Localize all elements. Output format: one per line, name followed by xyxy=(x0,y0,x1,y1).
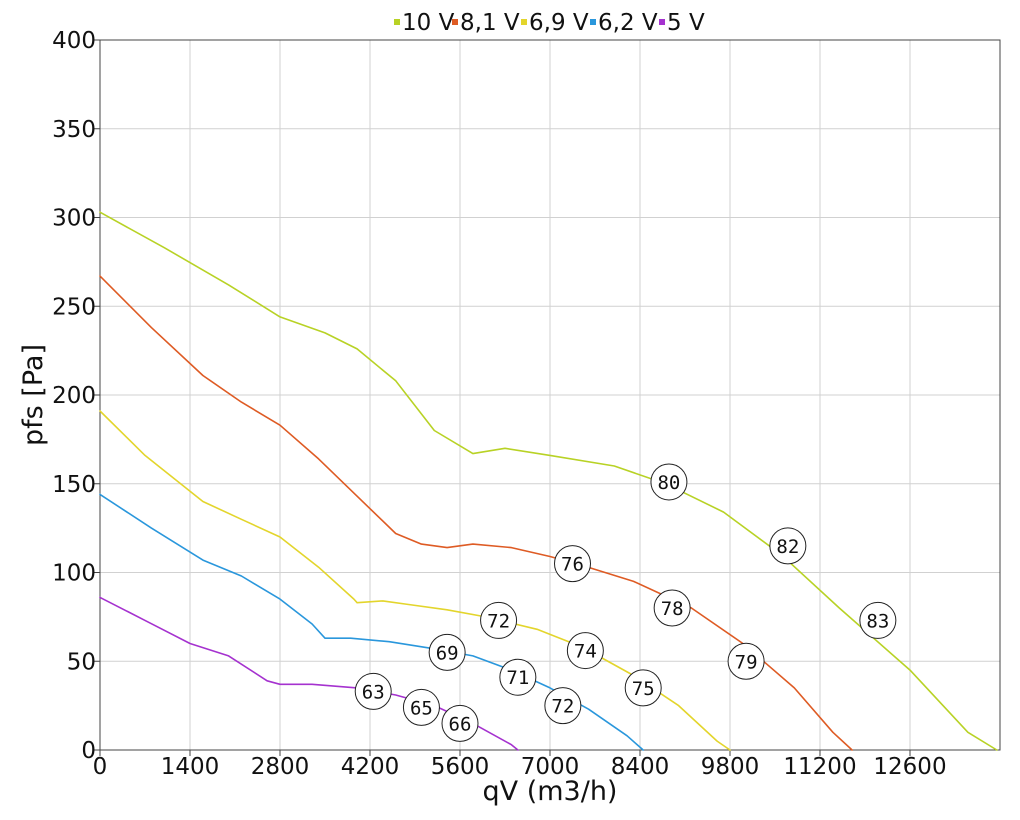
y-tick-label: 100 xyxy=(52,561,96,587)
point-label-text: 66 xyxy=(449,713,472,735)
point-label-text: 69 xyxy=(436,642,459,664)
x-tick-label: 2800 xyxy=(251,754,310,780)
y-tick-label: 400 xyxy=(52,28,96,54)
legend-swatch xyxy=(521,19,527,25)
point-label-text: 72 xyxy=(487,610,510,632)
point-label-text: 78 xyxy=(661,598,684,620)
x-tick-label: 1400 xyxy=(161,754,220,780)
point-label: 83 xyxy=(859,601,897,639)
point-label-text: 80 xyxy=(657,472,680,494)
point-label: 66 xyxy=(441,704,479,742)
x-tick-label: 11200 xyxy=(783,754,856,780)
legend-item: 10 V xyxy=(394,10,455,36)
point-label-circle xyxy=(354,672,392,710)
point-label-circle xyxy=(653,589,691,627)
x-tick-label: 4200 xyxy=(341,754,400,780)
point-label-circle xyxy=(554,545,591,583)
point-label: 72 xyxy=(544,687,582,725)
legend-item: 5 V xyxy=(659,10,705,36)
point-label-circle xyxy=(402,688,440,726)
legend-label: 10 V xyxy=(402,10,455,36)
point-label-circle xyxy=(499,658,537,696)
point-label-text: 71 xyxy=(506,667,529,689)
x-tick-label: 7000 xyxy=(521,754,580,780)
point-label-text: 63 xyxy=(362,681,385,703)
point-label: 72 xyxy=(480,601,518,639)
series-line-1 xyxy=(99,211,998,751)
legend-item: 6,2 V xyxy=(590,10,658,36)
x-tick-label: 0 xyxy=(93,754,108,780)
axes: 0 1400 2800 4200 5600 7000 8400 9800 11200 12600 0… xyxy=(18,28,1001,807)
point-label-circle xyxy=(769,527,807,565)
y-tick-label: 200 xyxy=(52,383,96,409)
legend-swatch xyxy=(590,19,596,25)
point-label-circle xyxy=(650,463,688,501)
x-axis-title: qV (m3/h) xyxy=(483,776,618,807)
legend-item: 6,9 V xyxy=(521,10,589,36)
x-tick-label: 9800 xyxy=(701,754,760,780)
point-label-text: 76 xyxy=(561,554,584,576)
point-labels: 80 82 83 76 78 79 72 74 75 69 71 72 63 65 66 xyxy=(354,463,897,742)
legend-item: 8,1 V xyxy=(452,10,520,36)
point-label-circle xyxy=(544,687,582,725)
point-label-circle xyxy=(566,632,604,670)
x-tick-label: 5600 xyxy=(431,754,490,780)
point-label-text: 74 xyxy=(574,641,597,663)
y-tick-label: 150 xyxy=(52,472,96,498)
point-label-circle xyxy=(727,642,765,680)
y-tick-label: 0 xyxy=(81,738,96,764)
point-label-circle xyxy=(441,704,479,742)
point-label: 65 xyxy=(402,688,440,726)
x-tick-label: 8400 xyxy=(611,754,670,780)
series-line-2 xyxy=(99,275,853,751)
point-label: 63 xyxy=(354,672,392,710)
legend-label: 6,2 V xyxy=(598,10,658,36)
y-axis-title: pfs [Pa] xyxy=(18,344,49,446)
point-label: 75 xyxy=(624,669,662,707)
point-label-text: 83 xyxy=(866,610,889,632)
point-label-circle xyxy=(428,633,466,671)
legend-swatch xyxy=(659,19,665,25)
legend-label: 8,1 V xyxy=(460,10,520,36)
point-label-text: 79 xyxy=(735,651,758,673)
legend: 10 V 8,1 V 6,9 V 6,2 V 5 V xyxy=(394,10,705,36)
y-tick-label: 300 xyxy=(52,206,96,232)
point-label: 71 xyxy=(499,658,537,696)
point-label: 74 xyxy=(566,632,604,670)
y-tick-label: 50 xyxy=(67,649,96,675)
legend-label: 5 V xyxy=(667,10,705,36)
point-label: 79 xyxy=(727,642,765,680)
point-label: 78 xyxy=(653,589,691,627)
legend-swatch xyxy=(452,19,458,25)
point-label-text: 65 xyxy=(410,697,433,719)
point-label: 82 xyxy=(769,527,807,565)
point-label: 69 xyxy=(428,633,466,671)
point-label-circle xyxy=(859,601,897,639)
x-tick-label: 12600 xyxy=(873,754,946,780)
point-label-text: 75 xyxy=(632,678,655,700)
legend-label: 6,9 V xyxy=(529,10,589,36)
point-label-text: 72 xyxy=(551,696,574,718)
legend-swatch xyxy=(394,19,400,25)
grid xyxy=(99,39,1000,751)
point-label-circle xyxy=(480,601,518,639)
y-tick-label: 250 xyxy=(52,294,96,320)
series xyxy=(99,211,998,751)
y-tick-label: 350 xyxy=(52,117,96,143)
point-label: 80 xyxy=(650,463,688,501)
point-label-text: 82 xyxy=(776,536,799,558)
point-label: 76 xyxy=(554,545,591,583)
point-label-circle xyxy=(624,669,662,707)
